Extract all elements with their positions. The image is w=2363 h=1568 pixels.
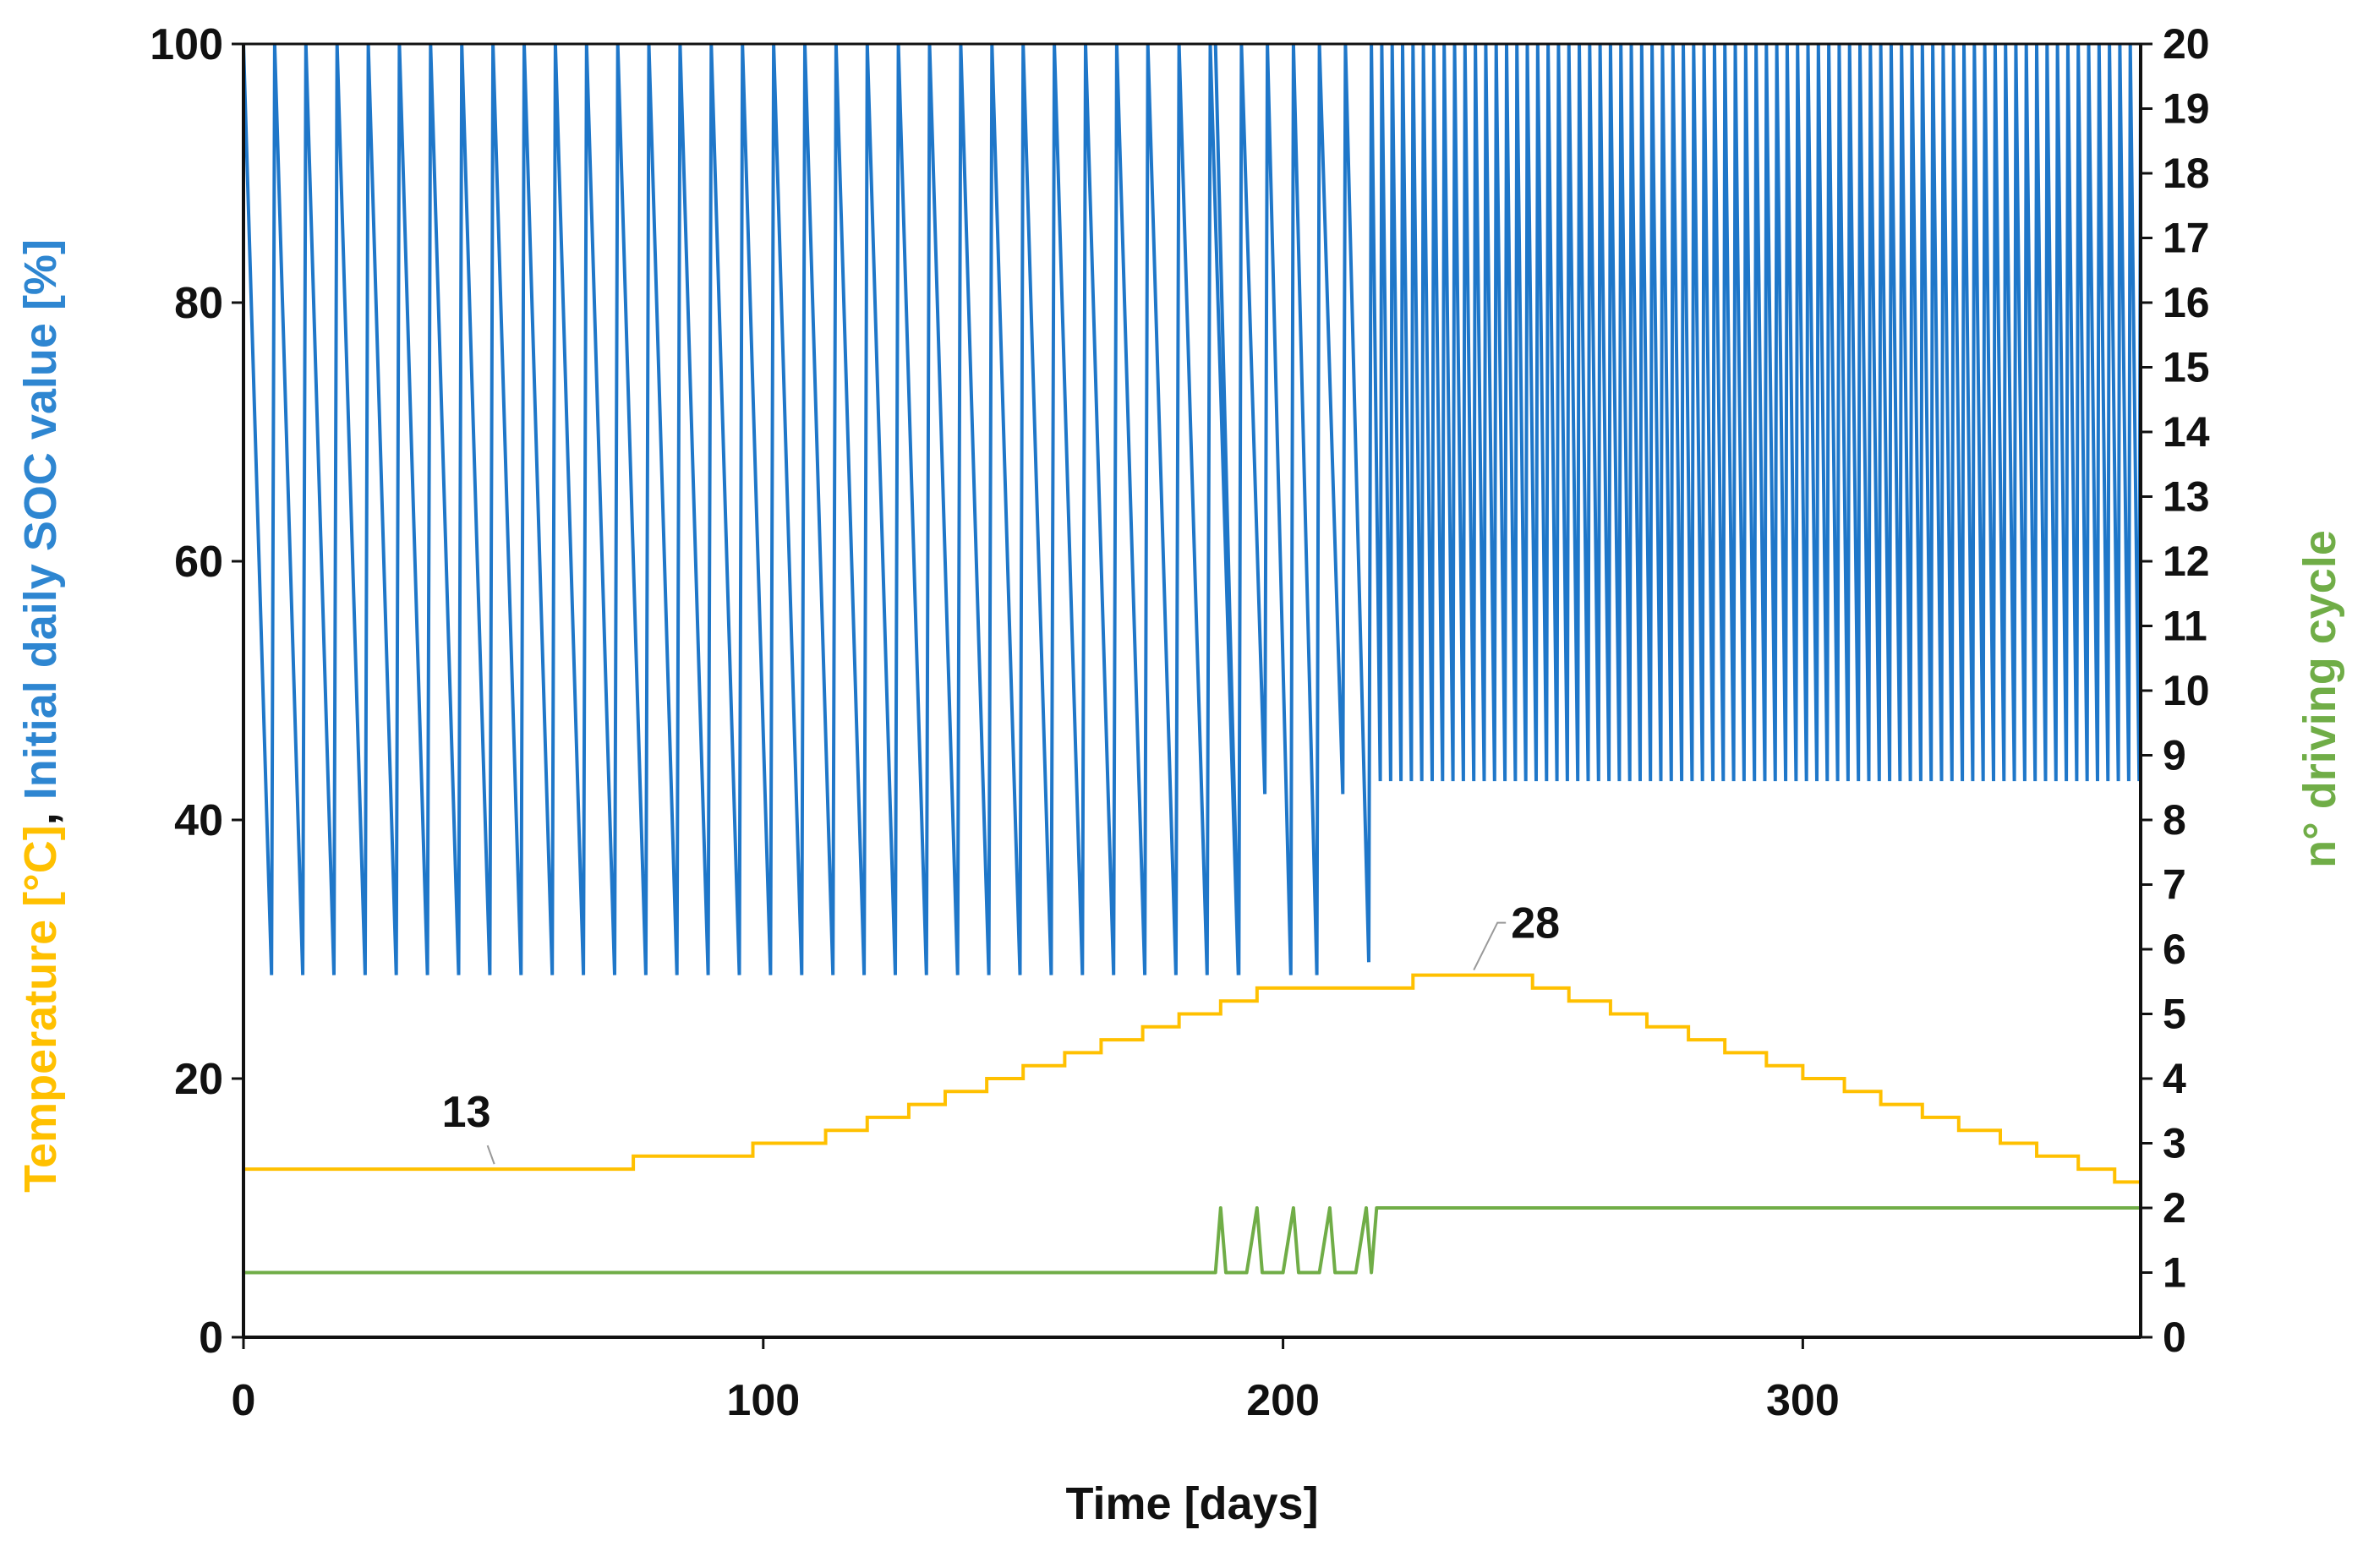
series-temperature	[243, 973, 2141, 1184]
left-tick-label: 20	[174, 1055, 223, 1104]
soc-line	[242, 43, 2142, 975]
x-tick-label: 300	[1766, 1376, 1840, 1425]
left-tick-label: 100	[150, 20, 223, 69]
right-tick-label: 1	[2163, 1249, 2186, 1297]
series-soc	[242, 43, 2142, 975]
left-tick-label: 0	[199, 1314, 223, 1363]
left-tick-labels: 0 20 40 60 80 100	[150, 20, 243, 1363]
left-tick-label: 40	[174, 796, 223, 845]
annotation-leader	[486, 1145, 495, 1165]
right-tick-label: 20	[2163, 20, 2210, 68]
right-tick-label: 11	[2163, 603, 2207, 650]
x-axis-title: Time [days]	[1065, 1478, 1318, 1529]
right-tick-label: 13	[2163, 473, 2210, 521]
annotations: 13 28	[442, 899, 1560, 1165]
right-tick-label: 16	[2163, 279, 2210, 326]
right-tick-label: 7	[2163, 861, 2186, 909]
left-axis-title: Temperature [°C], Initial daily SOC valu…	[15, 239, 66, 1193]
right-tick-label: 5	[2163, 991, 2186, 1038]
annotation-leader	[1473, 921, 1507, 971]
right-tick-label: 0	[2163, 1314, 2186, 1361]
right-tick-label: 4	[2163, 1055, 2186, 1102]
annotation-label: 28	[1511, 899, 1560, 948]
left-tick-label: 80	[174, 279, 223, 328]
series-driving-cycle	[243, 1206, 2141, 1275]
driving-cycle-line	[243, 1206, 2141, 1275]
temperature-line	[243, 973, 2141, 1184]
right-tick-label: 6	[2163, 926, 2186, 973]
annotation-label: 13	[442, 1088, 491, 1137]
right-tick-label: 10	[2163, 667, 2210, 714]
x-tick-labels: 0 100 200 300	[232, 1337, 1840, 1425]
right-tick-label: 19	[2163, 85, 2210, 133]
right-tick-label: 14	[2163, 408, 2210, 456]
right-tick-label: 9	[2163, 732, 2186, 779]
right-tick-label: 15	[2163, 344, 2210, 391]
right-tick-label: 17	[2163, 215, 2210, 262]
x-tick-label: 0	[232, 1376, 256, 1425]
right-tick-label: 12	[2163, 538, 2210, 585]
right-tick-label: 18	[2163, 150, 2210, 197]
right-axis-title: n° driving cycle	[2295, 530, 2345, 868]
left-axis-title-part: ,	[15, 800, 66, 825]
left-tick-label: 60	[174, 538, 223, 587]
left-axis-title-part: Temperature [°C]	[15, 825, 66, 1193]
right-tick-label: 8	[2163, 796, 2186, 844]
right-tick-label: 3	[2163, 1120, 2186, 1167]
right-tick-label: 2	[2163, 1184, 2186, 1232]
x-tick-label: 100	[726, 1376, 800, 1425]
x-tick-label: 200	[1246, 1376, 1320, 1425]
left-axis-title-part: Initial daily SOC value [%]	[15, 239, 66, 800]
